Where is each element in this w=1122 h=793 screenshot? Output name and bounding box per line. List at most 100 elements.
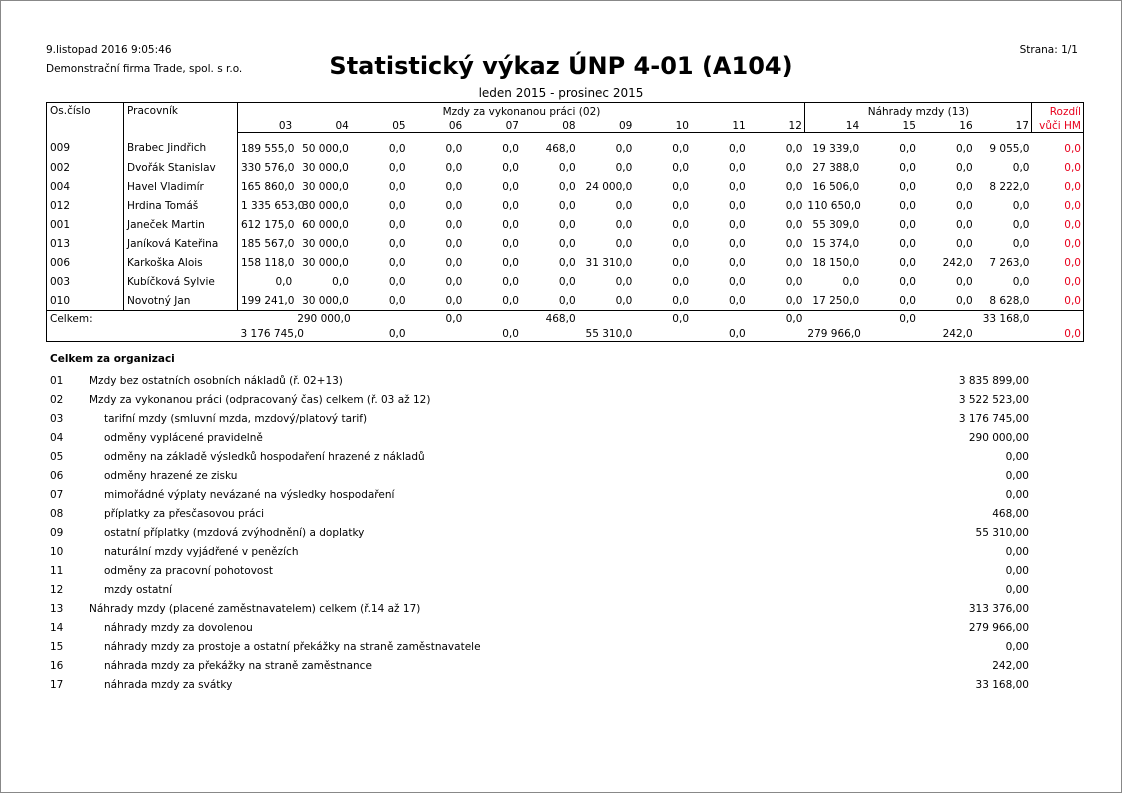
value-15: 0,0 bbox=[899, 142, 916, 155]
col-header-03: 03 bbox=[237, 118, 295, 133]
value-17: 8 628,0 bbox=[989, 294, 1030, 307]
diff-value: 0,0 bbox=[1064, 294, 1081, 307]
employee-name: Janíková Kateřina bbox=[123, 234, 238, 253]
employee-id: 004 bbox=[46, 177, 124, 196]
value-12: 0,0 bbox=[785, 199, 803, 212]
header-row: Os.číslo Pracovník Mzdy za vykonanou práci… bbox=[46, 102, 1084, 133]
col-header-12: 12 bbox=[747, 118, 805, 133]
value-06: 0,0 bbox=[445, 218, 463, 231]
print-datetime: 9.listopad 2016 9:05:46 bbox=[46, 44, 172, 56]
value-07: 0,0 bbox=[502, 142, 519, 155]
total-10: 0,0 bbox=[634, 310, 691, 327]
employee-id: 001 bbox=[46, 215, 124, 234]
diff-value: 0,0 bbox=[1064, 218, 1081, 231]
value-07: 0,0 bbox=[502, 237, 519, 250]
summary-value: 3 522 523,00 bbox=[958, 394, 1029, 406]
value-11: 0,0 bbox=[728, 180, 746, 193]
value-15: 0,0 bbox=[899, 294, 916, 307]
total-09: 55 310,0 bbox=[585, 328, 633, 340]
value-14: 27 388,0 bbox=[812, 161, 860, 174]
group-wages-header: Mzdy za vykonanou práci (02) bbox=[237, 102, 805, 118]
value-10: 0,0 bbox=[672, 218, 689, 231]
value-05: 0,0 bbox=[388, 294, 406, 307]
value-17: 7 263,0 bbox=[989, 256, 1030, 269]
value-04: 30 000,0 bbox=[302, 256, 349, 269]
table-row: 013 Janíková Kateřina 185 567,0 30 000,0 0,0… bbox=[46, 234, 1084, 253]
value-14: 15 374,0 bbox=[812, 237, 860, 250]
summary-code: 11 bbox=[50, 565, 64, 577]
value-04: 50 000,0 bbox=[302, 142, 349, 155]
diff-value: 0,0 bbox=[1064, 161, 1081, 174]
summary-label: mimořádné výplaty nevázané na výsledky h… bbox=[104, 489, 395, 501]
summary-label: naturální mzdy vyjádřené v penězích bbox=[104, 546, 299, 558]
value-08: 0,0 bbox=[558, 180, 576, 193]
value-10: 0,0 bbox=[672, 199, 689, 212]
diff-value: 0,0 bbox=[1064, 180, 1081, 193]
value-15: 0,0 bbox=[899, 237, 916, 250]
value-14: 19 339,0 bbox=[812, 142, 860, 155]
summary-row: 14 náhrady mzdy za dovolenou 279 966,00 bbox=[46, 619, 1036, 638]
value-09: 24 000,0 bbox=[585, 180, 633, 193]
employee-name: Dvořák Stanislav bbox=[123, 158, 238, 177]
group-compensation-header: Náhrady mzdy (13) bbox=[804, 102, 1032, 118]
value-10: 0,0 bbox=[672, 256, 689, 269]
value-14: 110 650,0 bbox=[807, 199, 861, 212]
summary-value: 0,00 bbox=[1005, 565, 1029, 577]
value-06: 0,0 bbox=[445, 256, 463, 269]
value-06: 0,0 bbox=[445, 142, 463, 155]
value-17: 0,0 bbox=[1012, 275, 1030, 288]
value-07: 0,0 bbox=[502, 275, 519, 288]
value-16: 0,0 bbox=[955, 180, 973, 193]
summary-value: 468,00 bbox=[992, 508, 1029, 520]
total-14: 279 966,0 bbox=[807, 328, 861, 340]
value-07: 0,0 bbox=[502, 180, 519, 193]
value-03: 1 335 653,0 bbox=[241, 199, 305, 212]
summary-label: Náhrady mzdy (placené zaměstnavatelem) c… bbox=[89, 603, 421, 615]
value-07: 0,0 bbox=[502, 218, 519, 231]
summary-label: ostatní příplatky (mzdová zvýhodnění) a … bbox=[104, 527, 365, 539]
value-03: 0,0 bbox=[275, 275, 293, 288]
value-11: 0,0 bbox=[728, 275, 746, 288]
value-04: 30 000,0 bbox=[302, 199, 349, 212]
summary-row: 13 Náhrady mzdy (placené zaměstnavatelem)… bbox=[46, 600, 1036, 619]
empty-cell bbox=[748, 327, 805, 342]
value-08: 0,0 bbox=[558, 294, 576, 307]
summary-row: 01 Mzdy bez ostatních osobních nákladů (ř… bbox=[46, 372, 1036, 391]
value-03: 612 175,0 bbox=[241, 218, 295, 231]
value-04: 30 000,0 bbox=[302, 294, 349, 307]
value-12: 0,0 bbox=[785, 218, 803, 231]
total-04: 290 000,0 bbox=[294, 310, 351, 327]
table-row: 009 Brabec Jindřich 189 555,0 50 000,0 0,0 0,… bbox=[46, 132, 1084, 158]
empty-cell bbox=[804, 310, 862, 327]
col-header-09: 09 bbox=[577, 118, 635, 133]
col-header-08: 08 bbox=[520, 118, 578, 133]
summary-label: Mzdy bez ostatních osobních nákladů (ř. … bbox=[89, 375, 343, 387]
summary-code: 06 bbox=[50, 470, 64, 482]
summary-row: 02 Mzdy za vykonanou práci (odpracovaný č… bbox=[46, 391, 1036, 410]
summary-value: 0,00 bbox=[1005, 584, 1029, 596]
value-04: 0,0 bbox=[332, 275, 349, 288]
value-17: 8 222,0 bbox=[989, 180, 1030, 193]
organization-summary: Celkem za organizaci 01 Mzdy bez ostatníc… bbox=[46, 350, 1036, 695]
value-16: 0,0 bbox=[955, 142, 973, 155]
col-header-15: 15 bbox=[861, 118, 918, 133]
summary-value: 242,00 bbox=[992, 660, 1029, 672]
empty-cell bbox=[917, 310, 975, 327]
summary-row: 12 mzdy ostatní 0,00 bbox=[46, 581, 1036, 600]
total-11: 0,0 bbox=[728, 328, 746, 340]
total-17: 33 168,0 bbox=[974, 310, 1032, 327]
value-09: 0,0 bbox=[615, 275, 633, 288]
value-14: 55 309,0 bbox=[812, 218, 860, 231]
summary-row: 09 ostatní příplatky (mzdová zvýhodnění) … bbox=[46, 524, 1036, 543]
value-05: 0,0 bbox=[388, 218, 406, 231]
value-04: 30 000,0 bbox=[302, 161, 349, 174]
value-03: 189 555,0 bbox=[241, 142, 295, 155]
employee-id: 006 bbox=[46, 253, 124, 272]
col-header-05: 05 bbox=[350, 118, 408, 133]
summary-row: 03 tarifní mzdy (smluvní mzda, mzdový/pla… bbox=[46, 410, 1036, 429]
total-07: 0,0 bbox=[502, 328, 519, 340]
total-15: 0,0 bbox=[861, 310, 918, 327]
totals-row: 3 176 745,0 0,0 0,0 55 310,0 0,0 279 966,0 242… bbox=[47, 327, 1084, 342]
table-row: 010 Novotný Jan 199 241,0 30 000,0 0,0 0,0 0,0… bbox=[46, 291, 1084, 311]
diff-header-line1: Rozdíl bbox=[1049, 105, 1081, 118]
